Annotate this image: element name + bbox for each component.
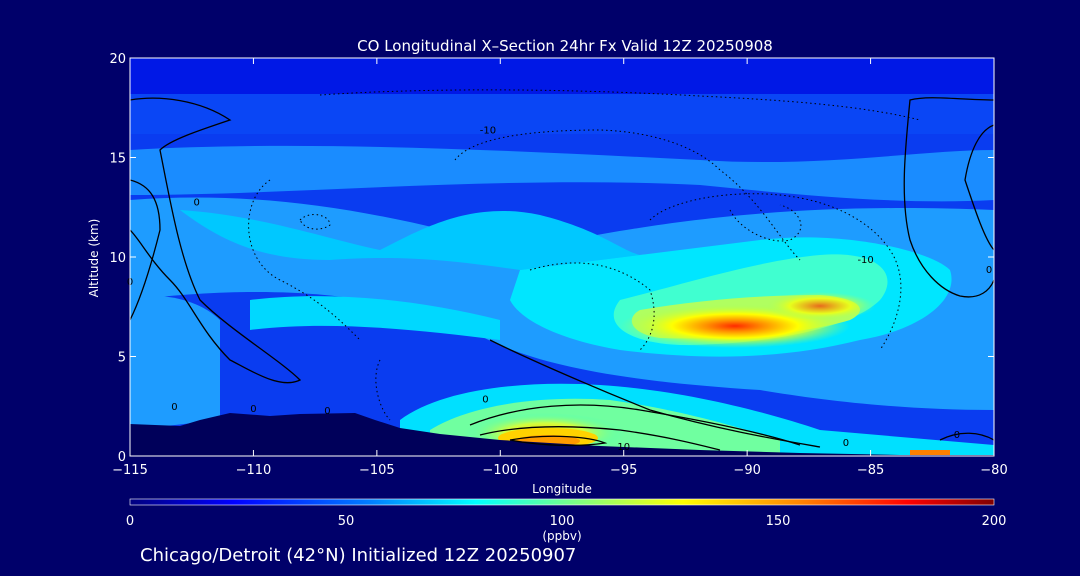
x-tick-label: −105 (359, 463, 395, 478)
colorbar-unit-label: (ppbv) (542, 529, 581, 543)
x-tick-label: −90 (733, 463, 760, 478)
x-tick-label: −80 (980, 463, 1007, 478)
colorbar-tick-label: 100 (550, 514, 575, 529)
colorbar-tick-label: 150 (766, 514, 791, 529)
y-tick-label: 5 (118, 351, 126, 366)
contour-label: 0 (482, 394, 488, 405)
x-tick-label: −115 (112, 463, 148, 478)
colorbar-ticks: 0 50 100 150 200 (126, 514, 1007, 529)
colorbar-tick-label: 0 (126, 514, 134, 529)
contour-label: 0 (324, 406, 330, 417)
footer-caption: Chicago/Detroit (42°N) Initialized 12Z 2… (140, 545, 576, 566)
colorbar-tick-label: 200 (982, 514, 1007, 529)
y-tick-label: 20 (109, 52, 126, 67)
x-tick-label: −110 (236, 463, 272, 478)
colorbar-tick-label: 50 (338, 514, 355, 529)
contour-label: 0 (986, 265, 992, 276)
x-axis-label: Longitude (532, 482, 592, 496)
x-tick-label: −100 (482, 463, 518, 478)
contour-label: -10 (857, 255, 873, 266)
y-tick-label: 10 (109, 251, 126, 266)
x-tick-label: −85 (857, 463, 884, 478)
contour-lines (130, 97, 994, 451)
contour-label: 0 (954, 430, 960, 441)
contour-label: 10 (617, 442, 630, 453)
y-tick-label: 0 (118, 450, 126, 465)
contour-label: 0 (250, 404, 256, 415)
contour-label: 0 (843, 438, 849, 449)
chart-title: CO Longitudinal X–Section 24hr Fx Valid … (357, 37, 773, 55)
y-axis-label: Altitude (km) (87, 219, 101, 298)
x-tick-label: −95 (610, 463, 637, 478)
contour-label: 0 (171, 402, 177, 413)
contour-label: 0 (193, 197, 199, 208)
axis-ticks: −115 −110 −105 −100 −95 −90 −85 −80 0 5 10 15 20 (109, 52, 1007, 478)
y-tick-label: 15 (109, 152, 126, 167)
colorbar (129, 498, 995, 506)
contour-label: -10 (480, 126, 496, 137)
negative-contour-lines (248, 89, 921, 421)
